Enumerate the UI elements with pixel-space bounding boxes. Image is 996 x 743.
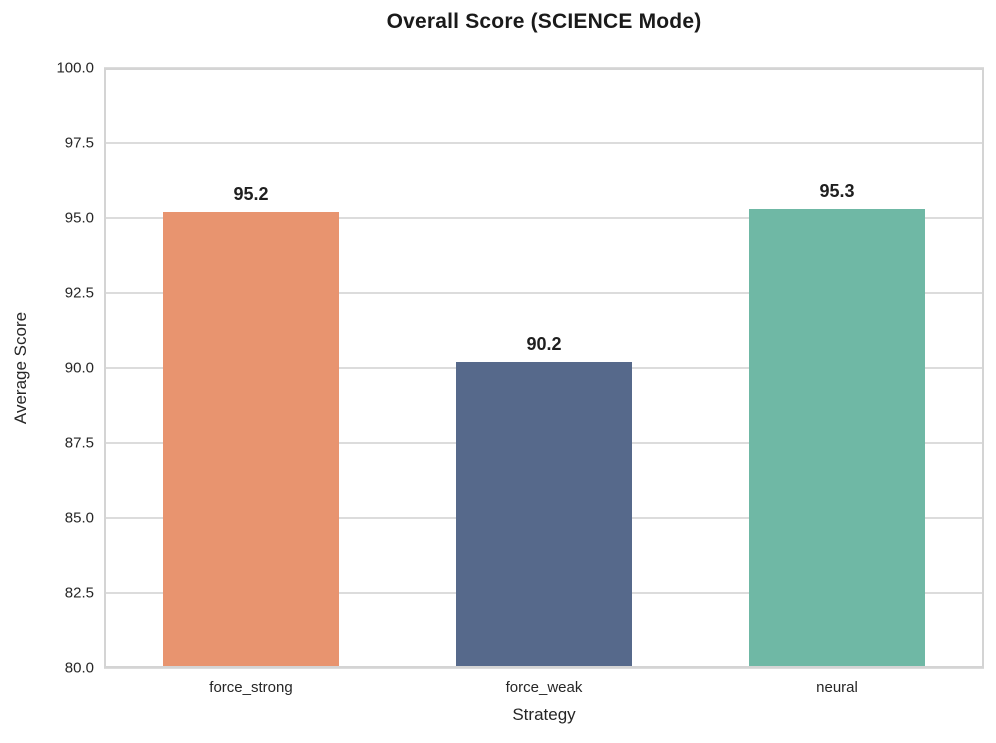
- y-tick-label: 87.5: [64, 434, 94, 452]
- y-tick-label: 82.5: [64, 584, 94, 602]
- y-tick-label: 90.0: [64, 359, 94, 377]
- x-tick-label: force_strong: [209, 679, 293, 696]
- y-tick-label: 92.5: [64, 284, 94, 302]
- gridline: [104, 142, 984, 144]
- y-axis-label: Average Score: [11, 311, 30, 425]
- y-tick-label: 85.0: [64, 509, 94, 527]
- x-tick-label: neural: [816, 679, 858, 696]
- bar-force_strong: [163, 212, 339, 668]
- y-tick-label: 97.5: [64, 134, 94, 152]
- bar-neural: [749, 209, 925, 668]
- gridline: [104, 217, 984, 219]
- x-axis-label: Strategy: [512, 705, 576, 724]
- gridline: [104, 67, 984, 69]
- x-tick-label: force_weak: [505, 679, 583, 696]
- y-tick-label: 80.0: [64, 659, 94, 677]
- bar-force_weak: [456, 362, 632, 668]
- bar-value-label: 95.3: [819, 181, 855, 201]
- chart-title: Overall Score (SCIENCE Mode): [386, 10, 702, 33]
- plot-area: 95.2 90.2 95.3: [104, 67, 984, 669]
- bar-value-label: 90.2: [526, 334, 562, 354]
- gridline: [104, 292, 984, 294]
- y-tick-label: 100.0: [56, 59, 94, 77]
- bar-value-label: 95.2: [233, 184, 269, 204]
- gridline: [104, 667, 984, 669]
- y-tick-label: 95.0: [64, 209, 94, 227]
